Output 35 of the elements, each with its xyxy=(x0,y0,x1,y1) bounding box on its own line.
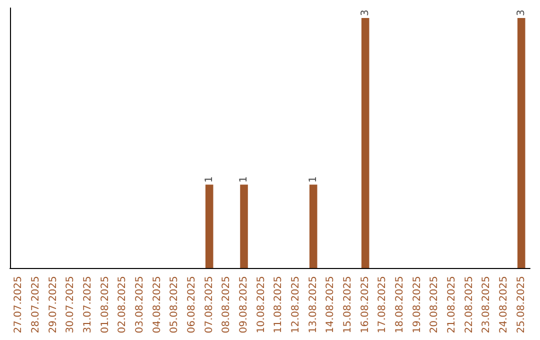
x-tick-label: 01.08.2025 xyxy=(100,276,111,334)
x-tick-label: 24.08.2025 xyxy=(498,276,510,334)
x-tick-label: 29.07.2025 xyxy=(48,276,59,334)
x-tick-label: 10.08.2025 xyxy=(256,276,267,334)
x-tick-label: 22.08.2025 xyxy=(464,276,475,334)
data-label: 1 xyxy=(308,176,319,183)
x-tick-label: 25.08.2025 xyxy=(516,276,527,334)
x-tick-label: 09.08.2025 xyxy=(238,276,250,334)
x-tick-label: 08.08.2025 xyxy=(221,276,232,334)
x-tick-label: 06.08.2025 xyxy=(186,276,198,334)
x-tick-label: 20.08.2025 xyxy=(429,276,440,334)
x-tick-label: 04.08.2025 xyxy=(152,276,163,334)
x-tick-label: 19.08.2025 xyxy=(412,276,423,334)
x-tick-label: 03.08.2025 xyxy=(134,276,146,334)
x-tick-label: 13.08.2025 xyxy=(308,276,319,334)
data-label: 3 xyxy=(360,10,371,16)
x-tick-label: 05.08.2025 xyxy=(169,276,180,334)
x-tick-label: 18.08.2025 xyxy=(394,276,406,334)
x-tick-label: 23.08.2025 xyxy=(481,276,492,334)
x-tick-label: 31.07.2025 xyxy=(82,276,94,334)
data-label: 1 xyxy=(204,176,215,183)
x-tick-label: 21.08.2025 xyxy=(446,276,458,334)
x-tick-label: 30.07.2025 xyxy=(65,276,76,334)
x-tick-label: 14.08.2025 xyxy=(325,276,336,334)
x-tick-label: 27.07.2025 xyxy=(13,276,24,334)
x-tick-label: 02.08.2025 xyxy=(117,276,128,334)
x-tick-label: 17.08.2025 xyxy=(377,276,388,334)
data-label: 3 xyxy=(516,10,527,16)
x-tick-label: 11.08.2025 xyxy=(273,276,284,334)
x-tick-label: 07.08.2025 xyxy=(204,276,215,334)
data-label: 1 xyxy=(238,176,250,183)
x-tick-label: 16.08.2025 xyxy=(360,276,371,334)
x-tick-label: 15.08.2025 xyxy=(342,276,354,334)
x-tick-label: 28.07.2025 xyxy=(30,276,42,334)
x-tick-label: 12.08.2025 xyxy=(290,276,302,334)
